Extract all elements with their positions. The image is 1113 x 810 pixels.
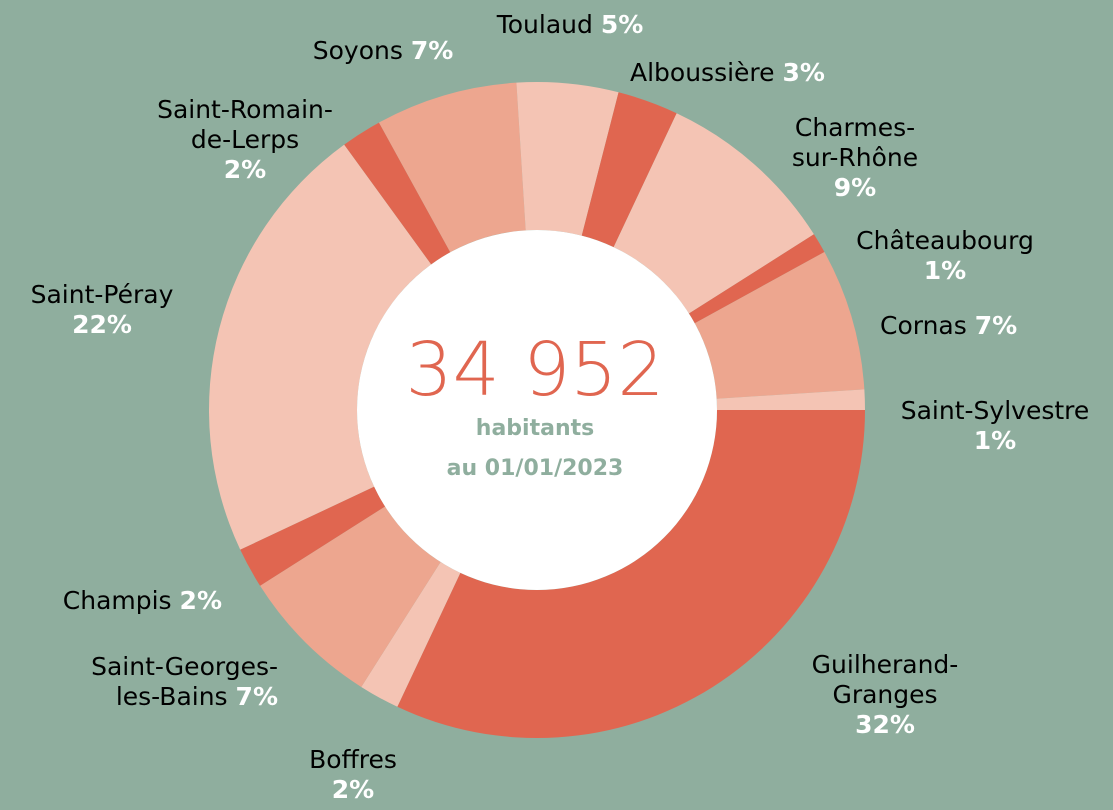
total: 34 952 <box>405 327 665 413</box>
name: Saint-Romain- de-Lerps <box>157 95 333 154</box>
slice-label: Saint-Romain- de-Lerps 2% <box>95 95 395 185</box>
slice <box>397 410 865 738</box>
slice-label: Alboussière 3% <box>630 58 825 88</box>
slice <box>344 122 451 265</box>
slice <box>688 234 825 324</box>
percent: 7% <box>235 682 278 711</box>
slice <box>613 113 814 314</box>
name: Guilherand- Granges <box>811 650 959 709</box>
slice <box>716 389 865 410</box>
slice <box>209 144 432 550</box>
name: Cornas <box>880 311 967 340</box>
slice-label: Saint-Péray 22% <box>0 280 252 340</box>
percent: 3% <box>782 58 825 87</box>
slice-label: Boffres 2% <box>203 745 503 805</box>
slice-label: Saint-Sylvestre 1% <box>845 396 1113 456</box>
percent: 9% <box>833 173 877 202</box>
percent: 7% <box>974 311 1018 340</box>
percent: 1% <box>923 256 967 285</box>
name: Saint-Sylvestre <box>900 396 1090 425</box>
percent: 2% <box>331 775 375 804</box>
slice <box>516 82 619 236</box>
name: Toulaud <box>496 10 593 39</box>
slice-label: Châteaubourg 1% <box>795 226 1095 286</box>
name: Châteaubourg <box>856 226 1034 255</box>
slice <box>240 486 386 586</box>
percent: 7% <box>410 36 454 65</box>
slice-label: Guilherand- Granges 32% <box>735 650 1035 740</box>
caption: au 01/01/2023 <box>446 456 624 481</box>
name: Champis <box>62 586 172 615</box>
percent: 2% <box>223 155 267 184</box>
slice <box>260 506 441 687</box>
caption: habitants <box>475 416 595 441</box>
slice-label: Toulaud 5% <box>420 10 720 40</box>
slice <box>361 561 461 707</box>
name: Saint-Georges- les-Bains <box>91 652 278 711</box>
percent: 32% <box>855 710 915 739</box>
slice-label: Charmes- sur-Rhône 9% <box>705 113 1005 203</box>
name: Alboussière <box>630 58 775 87</box>
slice-label: Cornas 7% <box>880 311 1017 341</box>
name: Soyons <box>312 36 403 65</box>
hole <box>357 230 717 590</box>
slice-label: Champis 2% <box>63 586 222 616</box>
percent: 22% <box>72 310 132 339</box>
slice <box>581 92 677 248</box>
name: Boffres <box>309 745 397 774</box>
name: Charmes- sur-Rhône <box>791 113 919 172</box>
slice-label: Soyons 7% <box>233 36 533 66</box>
slice <box>694 251 865 399</box>
name: Saint-Péray <box>30 280 174 309</box>
percent: 5% <box>600 10 644 39</box>
slice-label: Saint-Georges- les-Bains 7% <box>91 652 278 712</box>
percent: 1% <box>973 426 1017 455</box>
percent: 2% <box>179 586 222 615</box>
slice <box>378 82 526 253</box>
